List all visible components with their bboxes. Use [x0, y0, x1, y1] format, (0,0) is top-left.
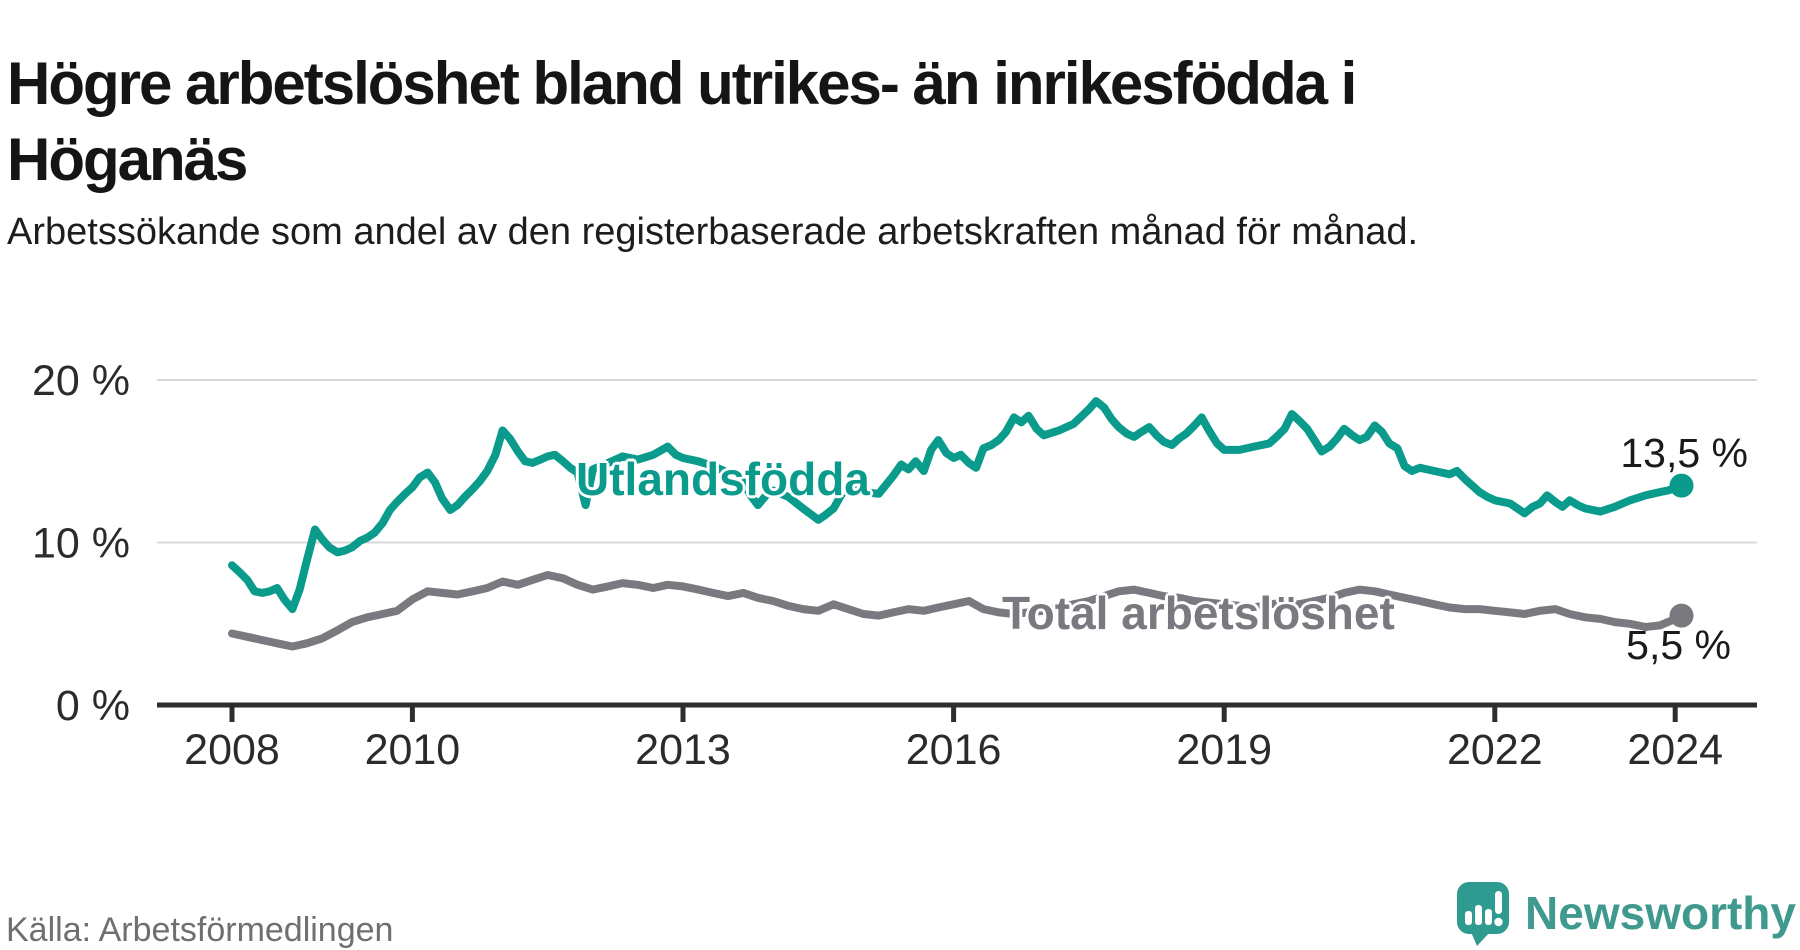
series-label-utlandsfodda: Utlandsfödda — [576, 453, 870, 505]
x-axis-label: 2010 — [365, 726, 461, 774]
series-line-utlandsfodda — [228, 397, 1686, 614]
series-label-total-arbetsloshet: Total arbetslöshet — [1002, 587, 1395, 639]
page-title: Högre arbetslöshet bland utrikes- än inr… — [7, 50, 1357, 194]
x-axis-label: 2024 — [1627, 726, 1723, 774]
x-axis-label: 2013 — [635, 726, 731, 774]
value-label-utlandsfodda: 13,5 % — [1620, 430, 1748, 476]
source-attribution: Källa: Arbetsförmedlingen — [6, 911, 394, 949]
x-axis-label: 2016 — [906, 726, 1002, 774]
x-axis-label: 2008 — [184, 726, 280, 774]
y-axis-label: 0 % — [56, 682, 130, 730]
x-axis-label: 2022 — [1447, 726, 1543, 774]
newsworthy-logo: Newsworthy — [1455, 880, 1796, 946]
y-axis-label: 10 % — [32, 520, 130, 568]
chart-subtitle: Arbetssökande som andel av den registerb… — [7, 211, 1419, 253]
value-label-total: 5,5 % — [1626, 622, 1731, 668]
series-end-dot-total — [1669, 603, 1694, 628]
newsworthy-logo-icon — [1457, 882, 1510, 946]
y-axis-label: 20 % — [32, 357, 130, 405]
series-end-dot-utlandsfodda — [1669, 473, 1694, 498]
newsworthy-wordmark: Newsworthy — [1525, 887, 1796, 939]
x-axis-label: 2019 — [1176, 726, 1272, 774]
series-line-total — [228, 571, 1686, 651]
